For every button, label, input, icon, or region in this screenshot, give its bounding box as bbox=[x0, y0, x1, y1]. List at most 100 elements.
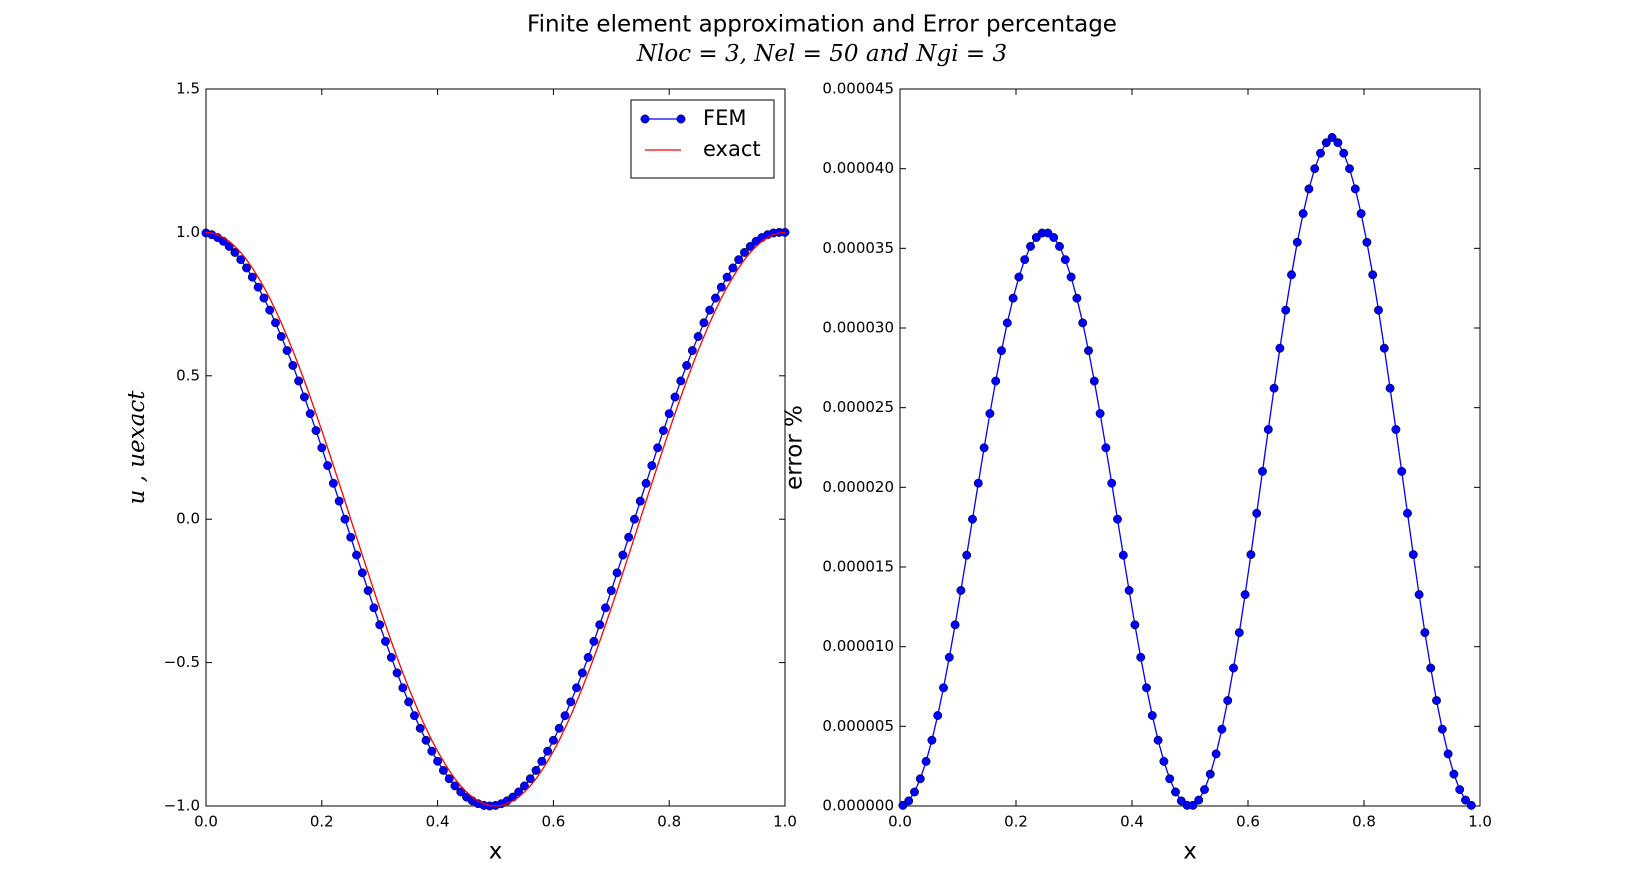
data-point bbox=[1408, 550, 1418, 560]
data-point bbox=[933, 711, 943, 720]
data-point bbox=[1333, 138, 1343, 148]
data-point bbox=[699, 318, 709, 328]
data-point bbox=[1362, 237, 1372, 247]
data-point bbox=[939, 683, 948, 693]
data-point bbox=[1258, 466, 1267, 476]
data-point bbox=[392, 668, 402, 678]
data-point bbox=[340, 514, 350, 524]
data-point bbox=[1078, 318, 1088, 328]
data-point bbox=[1379, 343, 1389, 353]
data-point bbox=[583, 652, 593, 662]
data-point bbox=[1345, 164, 1354, 174]
data-point bbox=[259, 293, 269, 303]
x-tick-label: 0.2 bbox=[1004, 813, 1028, 831]
data-point bbox=[444, 774, 454, 784]
data-point bbox=[456, 787, 466, 797]
x-tick-label: 0.8 bbox=[657, 813, 681, 831]
y-tick-label: 0.000045 bbox=[822, 80, 894, 98]
data-point bbox=[1420, 628, 1430, 638]
data-point bbox=[734, 255, 744, 265]
y-tick-label: 0.000030 bbox=[822, 319, 894, 337]
x-tick-label: 1.0 bbox=[1468, 813, 1492, 831]
data-point bbox=[253, 282, 263, 292]
data-point bbox=[1327, 132, 1337, 142]
data-point bbox=[514, 787, 524, 797]
data-point bbox=[1136, 652, 1146, 662]
data-point bbox=[415, 723, 425, 733]
data-point bbox=[1118, 550, 1128, 560]
x-tick-label: 0.4 bbox=[426, 813, 450, 831]
data-point bbox=[1142, 683, 1151, 693]
data-point bbox=[230, 248, 240, 257]
data-point bbox=[618, 550, 628, 560]
data-point bbox=[375, 620, 385, 630]
data-point bbox=[282, 346, 292, 356]
data-point bbox=[915, 774, 925, 784]
data-point bbox=[910, 787, 919, 797]
y-tick-label: 0.000015 bbox=[822, 558, 894, 576]
data-point bbox=[386, 652, 396, 662]
data-point bbox=[979, 443, 989, 453]
data-point bbox=[1072, 293, 1082, 303]
data-point bbox=[682, 361, 692, 370]
data-point bbox=[1188, 800, 1198, 810]
data-point bbox=[433, 756, 443, 766]
x-tick-label: 0.0 bbox=[194, 813, 218, 831]
data-point bbox=[956, 585, 966, 595]
legend-marker bbox=[676, 114, 686, 124]
data-point bbox=[236, 255, 246, 265]
data-point bbox=[1200, 785, 1209, 795]
data-point bbox=[1026, 241, 1035, 251]
data-point bbox=[1217, 724, 1227, 734]
data-point bbox=[985, 409, 995, 419]
data-point bbox=[1397, 466, 1407, 476]
data-point bbox=[921, 756, 931, 766]
data-point bbox=[1153, 735, 1163, 745]
data-point bbox=[323, 461, 333, 471]
data-point bbox=[641, 478, 651, 488]
y-tick-label: 0.000000 bbox=[822, 797, 894, 815]
data-point bbox=[572, 683, 582, 693]
x-tick-label: 0.6 bbox=[1236, 813, 1260, 831]
data-point bbox=[693, 332, 703, 341]
y-tick-label: 0.000035 bbox=[822, 239, 894, 257]
data-point bbox=[1101, 443, 1111, 453]
x-tick-label: 0.6 bbox=[541, 813, 565, 831]
legend-box bbox=[630, 99, 775, 179]
data-point bbox=[601, 603, 610, 613]
data-point bbox=[247, 272, 257, 282]
data-point bbox=[334, 496, 344, 506]
figure-title: Finite element approximation and Error p… bbox=[527, 12, 1117, 38]
data-point bbox=[997, 346, 1006, 356]
data-point bbox=[973, 478, 983, 488]
data-point bbox=[357, 568, 367, 578]
y-tick-label: 0.5 bbox=[176, 366, 200, 384]
data-point bbox=[1356, 209, 1366, 219]
data-point bbox=[1310, 164, 1320, 174]
data-point bbox=[299, 392, 309, 402]
data-point bbox=[520, 781, 529, 791]
data-point bbox=[1403, 508, 1412, 518]
y-tick-label: 0.000040 bbox=[822, 159, 894, 177]
data-point bbox=[548, 735, 558, 745]
data-point bbox=[1223, 696, 1233, 705]
x-tick-label: 0.8 bbox=[1352, 813, 1376, 831]
data-point bbox=[728, 263, 738, 273]
data-point bbox=[950, 620, 960, 630]
data-point bbox=[1211, 749, 1221, 759]
data-point bbox=[271, 318, 280, 328]
x-tick-label: 0.0 bbox=[888, 813, 912, 831]
data-point bbox=[745, 242, 755, 251]
y-tick-label: 0.0 bbox=[176, 510, 200, 528]
legend-marker bbox=[640, 114, 650, 124]
y-tick-label: −1.0 bbox=[164, 797, 200, 815]
data-point bbox=[670, 392, 680, 402]
data-point bbox=[991, 376, 1001, 386]
y-tick-label: 0.000010 bbox=[822, 637, 894, 655]
y-tick-label: 1.5 bbox=[176, 80, 200, 98]
plot-frame bbox=[205, 88, 786, 807]
data-point bbox=[450, 781, 460, 791]
x-axis-label: x bbox=[1183, 839, 1197, 865]
data-point bbox=[1304, 184, 1314, 194]
